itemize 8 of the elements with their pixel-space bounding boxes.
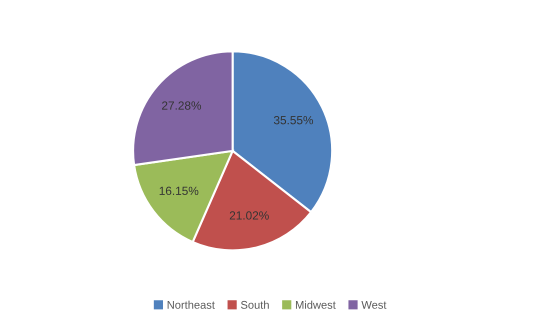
data-label: 16.15% xyxy=(160,186,198,196)
data-label: 21.02% xyxy=(230,211,269,220)
data-label: 35.55% xyxy=(274,116,314,124)
legend-label: Northeast xyxy=(168,300,215,309)
legend-label: South xyxy=(240,300,269,309)
data-label: 27.28% xyxy=(162,101,202,110)
legend-label: West xyxy=(361,301,386,309)
legend-label: Midwest xyxy=(296,300,336,309)
